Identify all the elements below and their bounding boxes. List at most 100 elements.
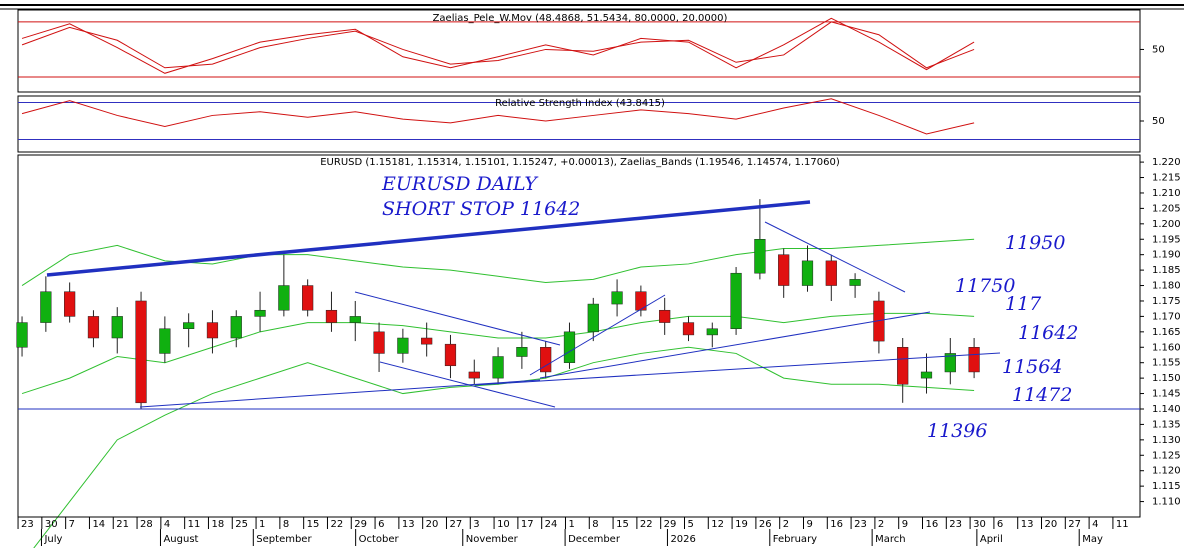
candle-body xyxy=(254,309,266,317)
x-tick-label: 30 xyxy=(973,519,986,530)
x-tick-label: 4 xyxy=(1092,519,1098,530)
candle-body xyxy=(349,316,361,323)
candle-body xyxy=(706,328,718,336)
x-tick-label: 3 xyxy=(473,519,479,530)
x-tick-label: 27 xyxy=(1068,519,1081,530)
month-label: September xyxy=(256,534,312,545)
y-tick-label: 1.115 xyxy=(1152,481,1181,492)
candle-body xyxy=(64,291,76,317)
candle-body xyxy=(16,322,28,348)
x-tick-label: 14 xyxy=(92,519,105,530)
y-tick-label: 1.150 xyxy=(1152,373,1181,384)
annotation: 11564 xyxy=(1002,356,1062,378)
candle-body xyxy=(397,337,409,354)
candle-body xyxy=(730,272,742,329)
indicator-line xyxy=(21,17,975,74)
y-tick-label: 1.130 xyxy=(1152,435,1181,446)
candle-body xyxy=(825,260,837,286)
candle-body xyxy=(183,322,195,329)
y-tick-label: 1.170 xyxy=(1152,311,1181,322)
x-tick-label: 17 xyxy=(521,519,534,530)
candle-body xyxy=(516,347,528,357)
x-tick-label: 5 xyxy=(687,519,693,530)
y-tick-label: 1.145 xyxy=(1152,389,1181,400)
y-tick-label: 1.215 xyxy=(1152,173,1181,184)
x-tick-label: 29 xyxy=(664,519,677,530)
x-tick-label: 24 xyxy=(545,519,558,530)
indicator-line xyxy=(21,98,975,135)
x-tick-label: 8 xyxy=(592,519,598,530)
candle-body xyxy=(40,291,52,323)
y-tick-label: 1.195 xyxy=(1152,234,1181,245)
x-tick-label: 6 xyxy=(378,519,384,530)
month-label: July xyxy=(43,534,62,545)
panel-title: EURUSD (1.15181, 1.15314, 1.15101, 1.152… xyxy=(320,157,840,168)
x-tick-label: 30 xyxy=(45,519,58,530)
candle-body xyxy=(682,322,695,336)
x-tick-label: 28 xyxy=(140,519,153,530)
x-tick-label: 20 xyxy=(426,519,439,530)
x-tick-label: 1 xyxy=(259,519,265,530)
x-tick-label: 10 xyxy=(497,519,510,530)
x-tick-label: 22 xyxy=(330,519,343,530)
y-tick-label: 1.165 xyxy=(1152,327,1181,338)
y-tick-label: 1.120 xyxy=(1152,466,1181,477)
y-tick-label: 1.175 xyxy=(1152,296,1181,307)
candle-body xyxy=(944,353,956,373)
month-label: November xyxy=(466,534,519,545)
candle-body xyxy=(587,303,599,333)
y-tick-label: 1.200 xyxy=(1152,219,1181,230)
candle-body xyxy=(135,300,147,404)
x-tick-label: 23 xyxy=(949,519,962,530)
x-tick-label: 6 xyxy=(997,519,1003,530)
candle-body xyxy=(659,309,671,323)
candle-body xyxy=(849,279,861,286)
x-tick-label: 9 xyxy=(902,519,908,530)
candle-body xyxy=(920,371,933,379)
annotation: 117 xyxy=(1005,293,1042,315)
x-tick-label: 13 xyxy=(402,519,415,530)
y-tick-label: 1.205 xyxy=(1152,203,1181,214)
candle-body xyxy=(278,285,290,311)
month-label: February xyxy=(773,534,817,545)
annotation: SHORT STOP 11642 xyxy=(382,198,580,220)
month-label: March xyxy=(875,534,905,545)
month-label: April xyxy=(980,534,1003,545)
x-tick-label: 16 xyxy=(830,519,843,530)
annotation: 11950 xyxy=(1005,232,1065,254)
indicator-line xyxy=(21,21,975,69)
annotation: 11396 xyxy=(927,420,987,442)
y-tick-label: 1.185 xyxy=(1152,265,1181,276)
candle-body xyxy=(563,331,576,363)
x-tick-label: 16 xyxy=(926,519,939,530)
y-tick-label: 1.140 xyxy=(1152,404,1181,415)
panel-title: Relative Strength Index (43.8415) xyxy=(495,98,665,109)
annotation: 11750 xyxy=(955,275,1015,297)
x-tick-label: 27 xyxy=(449,519,462,530)
x-tick-label: 23 xyxy=(21,519,34,530)
candle-body xyxy=(302,285,314,311)
candle-body xyxy=(373,331,385,354)
x-tick-label: 15 xyxy=(307,519,320,530)
candle-body xyxy=(230,316,242,339)
y-tick-label: 50 xyxy=(1152,116,1165,127)
annotation: EURUSD DAILY xyxy=(381,173,539,195)
x-tick-label: 26 xyxy=(759,519,772,530)
y-tick-label: 1.160 xyxy=(1152,342,1181,353)
candle-body xyxy=(611,291,623,305)
candle-body xyxy=(444,343,457,367)
x-tick-label: 25 xyxy=(235,519,248,530)
x-tick-label: 1 xyxy=(568,519,574,530)
month-label: December xyxy=(568,534,621,545)
x-tick-label: 8 xyxy=(283,519,289,530)
annotation: 11642 xyxy=(1018,322,1078,344)
x-tick-label: 20 xyxy=(1045,519,1058,530)
candle-body xyxy=(159,328,171,354)
x-tick-label: 7 xyxy=(69,519,75,530)
candle-body xyxy=(492,356,504,379)
y-tick-label: 50 xyxy=(1152,44,1165,55)
x-tick-label: 2 xyxy=(878,519,884,530)
y-tick-label: 1.220 xyxy=(1152,157,1181,168)
x-tick-label: 13 xyxy=(1021,519,1034,530)
